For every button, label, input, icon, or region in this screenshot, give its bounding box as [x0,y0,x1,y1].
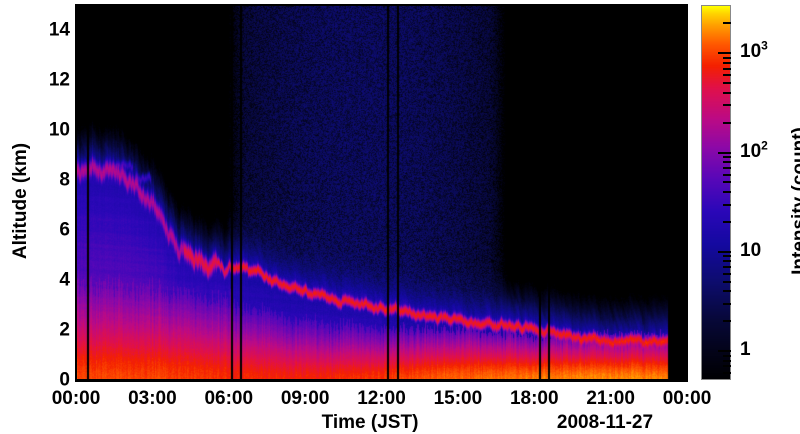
colorbar-label-10: 10 [740,239,762,261]
colorbar [701,5,731,380]
x-tick-label-5: 15:00 [433,388,483,409]
x-tick-label-3: 09:00 [280,388,330,409]
y-tick-label-0: 0 [59,369,70,391]
x-tick-label-2: 06:00 [204,388,254,409]
plot-axis-left [75,4,77,382]
y-tick-label-6: 6 [59,219,70,241]
y-tick-label-12: 12 [48,69,70,91]
colorbar-canvas [702,6,730,379]
heatmap-canvas [77,6,688,381]
plot-axis-top [75,4,688,6]
x-axis-label: Time (JST) [321,412,419,433]
x-axis-date-label: 2008-11-27 [556,412,654,433]
y-tick-label-4: 4 [59,269,70,291]
x-tick-label-8: 00:00 [662,388,712,409]
colorbar-title: Intensity (count) [789,127,800,275]
plot-axis-right [686,4,688,382]
y-tick-label-14: 14 [48,19,70,41]
x-tick-label-4: 12:00 [357,388,406,409]
plot-axis-bottom [75,379,688,382]
x-tick-label-0: 00:00 [51,388,101,409]
colorbar-label-1: 1 [740,339,751,361]
x-tick-label-7: 21:00 [586,388,635,409]
y-tick-label-2: 2 [59,319,70,341]
colorbar-label-100: 102 [740,138,768,162]
x-tick-label-6: 18:00 [509,388,559,409]
plot-area [76,5,688,381]
y-axis-label: Altitude (km) [10,142,31,260]
y-tick-label-8: 8 [59,169,70,191]
y-axis-tick-labels: 0 2 4 6 8 10 12 14 [0,0,70,434]
x-tick-label-1: 03:00 [128,388,177,409]
colorbar-label-1000: 103 [740,39,768,63]
y-tick-label-10: 10 [48,119,70,141]
